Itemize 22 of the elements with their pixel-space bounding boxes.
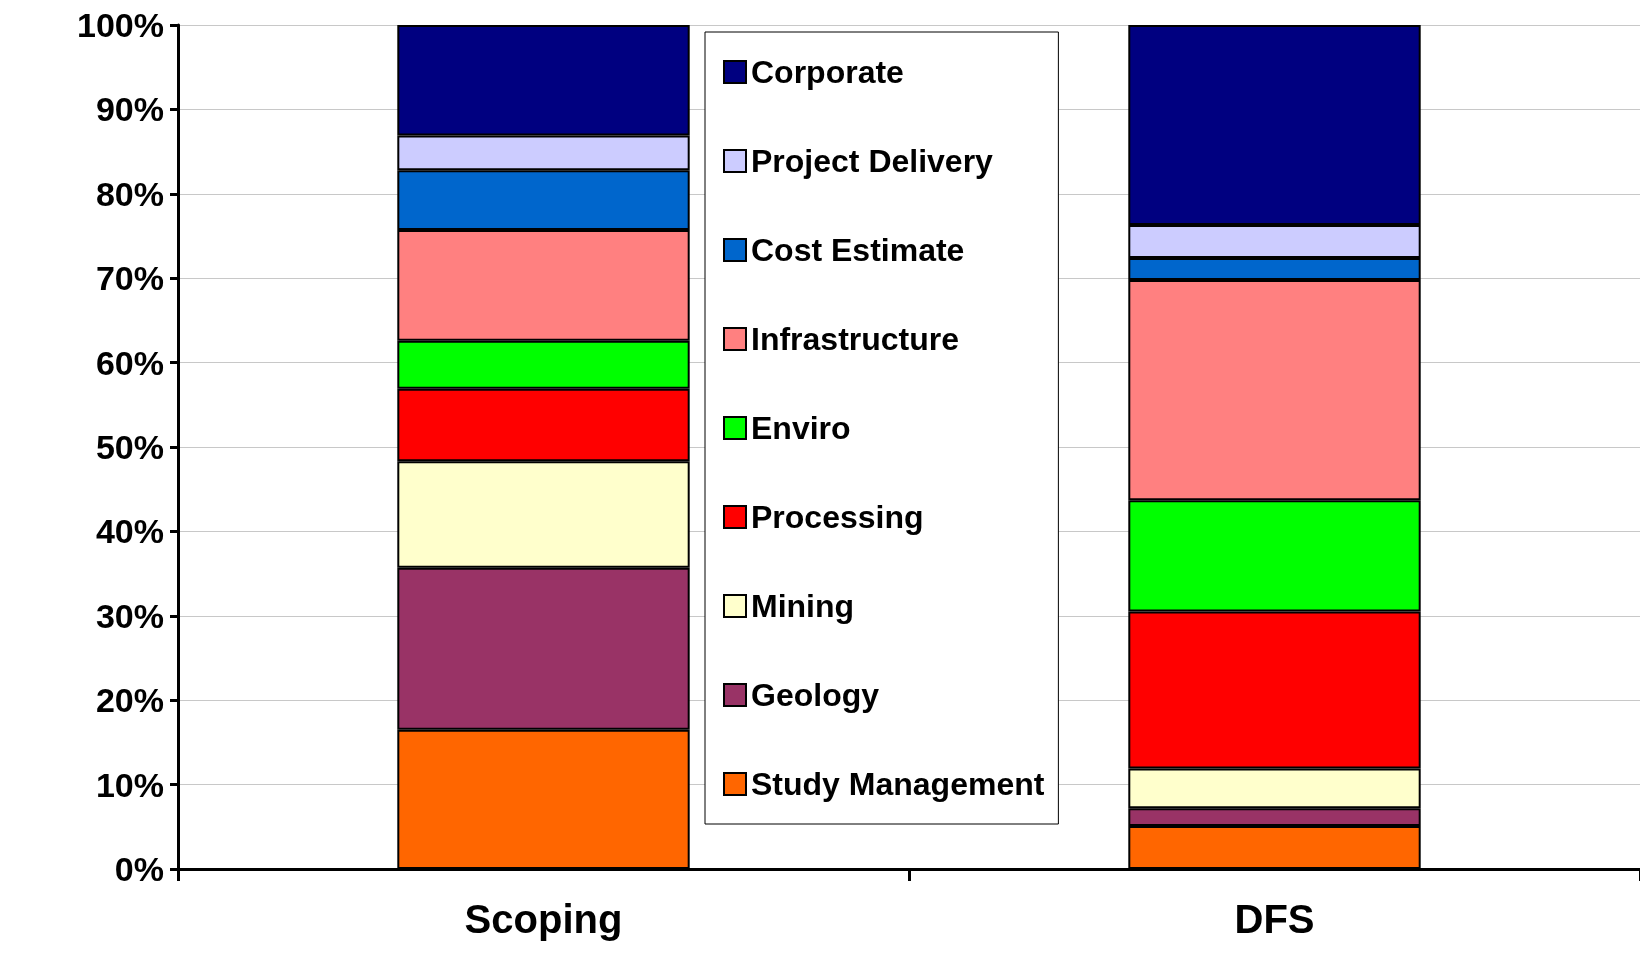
legend-label: Enviro: [751, 410, 851, 446]
y-tick-label: 20%: [95, 681, 164, 720]
x-tick-label: Scoping: [464, 897, 623, 941]
y-tick-label: 0%: [114, 850, 164, 888]
y-tick-label: 40%: [95, 512, 164, 551]
y-tick-label: 90%: [95, 90, 164, 129]
legend-label: Corporate: [751, 54, 904, 90]
y-tick-label: 10%: [95, 765, 164, 804]
y-tick-label: 100%: [77, 6, 164, 44]
legend-label: Processing: [751, 499, 924, 535]
legend-label: Study Management: [751, 766, 1045, 802]
legend-label: Geology: [751, 677, 880, 713]
y-tick-label: 30%: [95, 596, 164, 635]
x-tick-label: DFS: [1234, 897, 1315, 941]
y-tick-label: 60%: [95, 343, 164, 382]
legend-label: Cost Estimate: [751, 232, 965, 268]
y-tick-label: 50%: [95, 428, 164, 466]
legend-label: Infrastructure: [751, 321, 960, 357]
legend-label: Project Delivery: [751, 143, 994, 179]
y-tick-label: 70%: [95, 259, 164, 298]
legend-label: Mining: [751, 588, 855, 624]
y-tick-label: 80%: [95, 174, 164, 213]
